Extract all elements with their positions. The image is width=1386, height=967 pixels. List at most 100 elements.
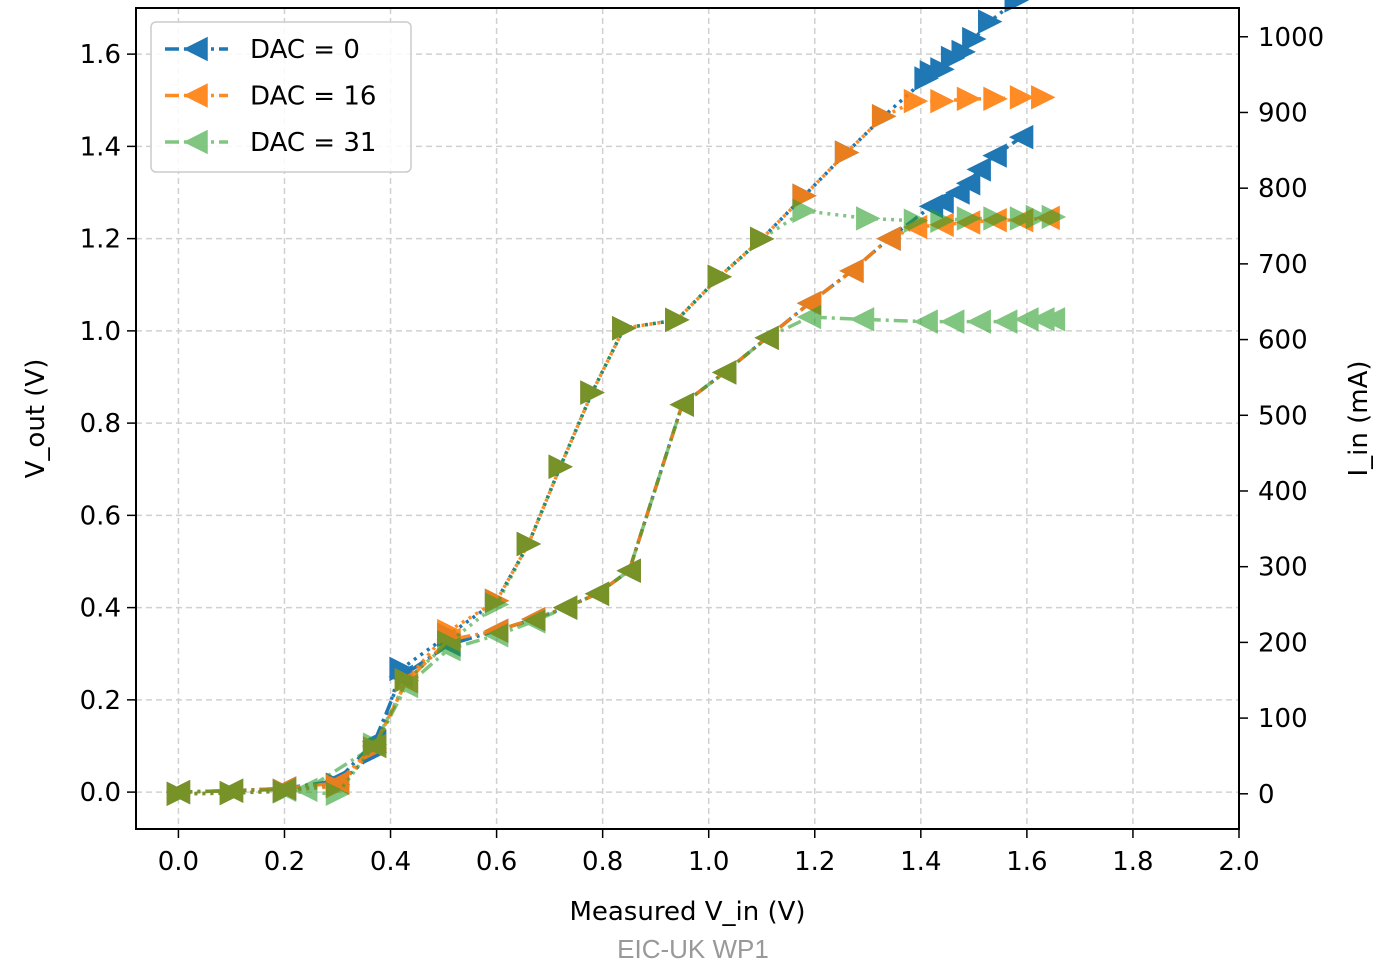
vout-marker — [839, 258, 864, 284]
y-tick-label: 1.2 — [80, 225, 121, 255]
iin-marker — [437, 630, 462, 655]
legend-marker — [183, 129, 208, 155]
x-tick-label: 0.6 — [476, 847, 517, 877]
iin-line-series-2 — [178, 95, 1043, 796]
iin-marker — [394, 668, 420, 693]
y-axis-title: V_out (V) — [21, 359, 51, 479]
iin-marker — [707, 264, 732, 289]
vout-marker — [955, 171, 981, 196]
y2-tick-label: 500 — [1258, 401, 1308, 431]
vout-line-series-3 — [178, 315, 1054, 794]
y2-tick-label: 300 — [1258, 553, 1308, 583]
iin-marker — [484, 592, 510, 617]
iin-marker — [166, 781, 192, 807]
iin-marker — [272, 779, 298, 804]
x-tick-label: 0.4 — [370, 847, 411, 877]
vout-line-series-2 — [178, 216, 1049, 794]
y-tick-label: 1.6 — [80, 40, 121, 70]
vout-marker — [966, 157, 991, 182]
iin-marker — [1009, 206, 1035, 231]
x-tick-label: 1.2 — [794, 847, 835, 877]
vout-marker — [552, 595, 578, 620]
iin-marker — [219, 780, 245, 806]
x-axis-title: Measured V_in (V) — [569, 897, 805, 927]
iin-marker — [983, 86, 1008, 112]
vout-marker — [966, 309, 991, 334]
y2-tick-label: 100 — [1258, 704, 1308, 734]
y-axis-ticks: 0.0 0.2 0.4 0.6 0.8 1.0 1.2 1.4 1.6 — [80, 40, 136, 808]
vout-marker — [849, 307, 875, 332]
iin-marker — [903, 208, 929, 233]
x-tick-label: 0.8 — [582, 847, 623, 877]
y2-axis-title: I_in (mA) — [1344, 360, 1374, 476]
iin-marker — [362, 732, 388, 757]
series-2 — [165, 85, 1060, 807]
iin-marker — [930, 88, 955, 114]
iin-marker — [930, 208, 955, 233]
iin-marker — [580, 380, 605, 405]
y-tick-label: 1.4 — [80, 132, 121, 162]
iin-marker — [548, 454, 573, 479]
vout-marker — [616, 558, 641, 583]
y2-axis-ticks: 0 100 200 300 400 500 600 700 800 900 1000 — [1239, 23, 1324, 810]
vout-marker — [992, 309, 1018, 334]
vout-marker — [293, 777, 318, 803]
y-tick-label: 0.0 — [80, 778, 121, 808]
y2-tick-label: 1000 — [1258, 23, 1324, 53]
iin-marker — [325, 781, 351, 807]
y2-tick-label: 900 — [1258, 98, 1308, 128]
x-tick-label: 1.6 — [1006, 847, 1047, 877]
iin-marker — [1009, 85, 1035, 110]
x-tick-label: 1.4 — [900, 847, 941, 877]
iin-marker — [1004, 0, 1029, 13]
legend-item-1 — [165, 36, 228, 62]
x-tick-label: 0.2 — [264, 847, 305, 877]
iin-marker — [962, 26, 987, 52]
vout-marker — [521, 609, 546, 634]
iin-marker — [792, 183, 817, 208]
legend-label: DAC = 0 — [250, 35, 360, 65]
y2-tick-label: 200 — [1258, 628, 1308, 658]
legend-item-2 — [165, 83, 228, 108]
vout-marker — [711, 360, 737, 385]
vout-marker — [1008, 124, 1034, 150]
legend-marker — [183, 83, 208, 108]
vout-marker — [913, 309, 938, 334]
iin-marker — [903, 88, 929, 114]
iin-marker — [956, 86, 982, 112]
vout-marker — [669, 392, 694, 417]
iin-marker — [871, 104, 897, 129]
legend: DAC = 0 DAC = 16 DAC = 31 — [150, 21, 412, 173]
plot-frame — [135, 7, 1240, 830]
y-tick-label: 0.2 — [80, 686, 121, 716]
y2-tick-label: 400 — [1258, 477, 1308, 507]
vout-marker — [754, 325, 779, 350]
plot-area — [165, 0, 1067, 807]
iin-marker — [1025, 204, 1051, 230]
vout-marker — [939, 309, 965, 334]
iin-marker — [956, 206, 982, 231]
legend-label: DAC = 16 — [250, 82, 376, 112]
iin-marker — [749, 226, 775, 252]
vout-marker — [929, 189, 954, 214]
legend-item-3 — [165, 129, 228, 155]
y-tick-label: 1.0 — [80, 317, 121, 347]
iin-marker — [834, 140, 860, 165]
y2-tick-label: 0 — [1258, 780, 1275, 810]
legend-marker — [183, 36, 208, 62]
y-tick-label: 0.8 — [80, 409, 121, 439]
vout-marker — [1040, 307, 1066, 332]
iin-marker — [856, 206, 881, 231]
x-tick-label: 2.0 — [1218, 847, 1259, 877]
iin-marker — [1031, 85, 1056, 110]
y2-tick-label: 600 — [1258, 326, 1308, 356]
iin-marker — [612, 316, 637, 341]
x-tick-label: 1.0 — [688, 847, 729, 877]
vout-marker — [982, 143, 1007, 168]
iin-marker — [1041, 204, 1067, 230]
iin-marker — [665, 307, 690, 333]
vout-marker — [796, 304, 822, 330]
iin-marker — [792, 198, 817, 224]
y-tick-label: 0.6 — [80, 501, 121, 531]
x-axis-ticks: 0.0 0.2 0.4 0.6 0.8 1.0 1.2 1.4 1.6 1.8 2.0 — [158, 829, 1260, 877]
